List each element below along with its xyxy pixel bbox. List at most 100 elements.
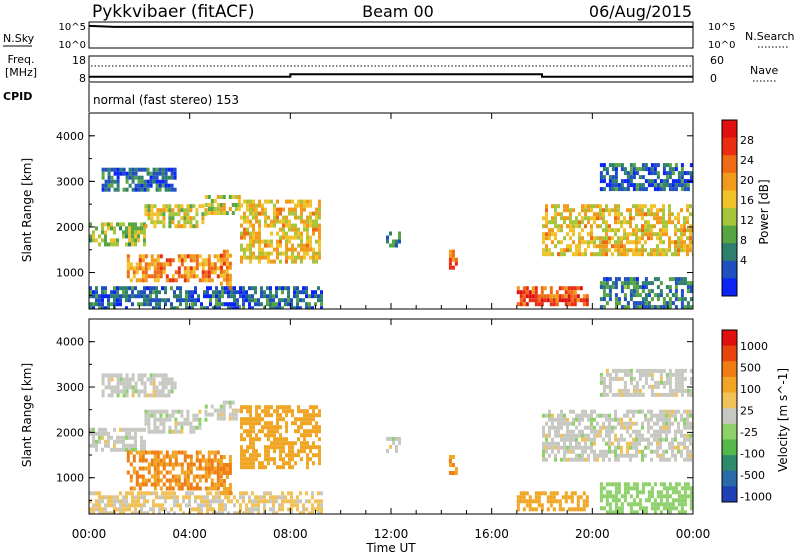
echo-cell: [161, 389, 165, 394]
echo-cell: [143, 242, 146, 247]
echo-cell: [638, 212, 641, 217]
echo-cell: [632, 175, 636, 180]
echo-cell: [92, 443, 95, 448]
echo-cell: [230, 290, 233, 295]
echo-cell: [674, 228, 677, 233]
echo-cell: [593, 429, 596, 434]
echo-cell: [125, 179, 129, 184]
echo-cell: [306, 235, 309, 240]
echo-cell: [572, 252, 575, 257]
echo-cell: [522, 499, 526, 504]
echo-cell: [119, 439, 122, 444]
echo-cell: [608, 449, 611, 454]
echo-cell: [680, 208, 683, 213]
echo-cell: [273, 207, 276, 212]
echo-cell: [222, 277, 226, 282]
echo-cell: [303, 441, 306, 446]
echo-cell: [632, 187, 636, 192]
echo-cell: [227, 511, 230, 514]
velocity-ylabel: Slant Range [km]: [20, 363, 34, 467]
echo-cell: [192, 224, 196, 229]
echo-cell: [303, 207, 306, 212]
echo-cell: [386, 436, 389, 441]
echo-cell: [315, 239, 318, 244]
echo-cell: [116, 298, 119, 303]
echo-cell: [150, 409, 154, 414]
echo-cell: [98, 495, 101, 500]
echo-cell: [227, 306, 230, 309]
echo-cell: [131, 503, 134, 508]
echo-cell: [195, 454, 199, 459]
echo-cell: [516, 499, 520, 504]
echo-cell: [575, 445, 578, 450]
echo-cell: [185, 294, 188, 299]
echo-cell: [159, 470, 163, 475]
echo-cell: [656, 187, 660, 192]
echo-cell: [218, 507, 221, 512]
echo-cell: [107, 435, 110, 440]
echo-cell: [668, 277, 672, 282]
echo-cell: [260, 495, 263, 500]
echo-cell: [674, 437, 677, 442]
echo-cell: [665, 433, 668, 438]
echo-cell: [596, 212, 599, 217]
echo-cell: [98, 431, 101, 436]
echo-cell: [131, 495, 134, 500]
echo-cell: [234, 408, 238, 413]
echo-cell: [554, 417, 557, 422]
echo-cell: [572, 449, 575, 454]
echo-cell: [617, 376, 621, 381]
echo-cell: [128, 427, 131, 432]
echo-cell: [297, 417, 300, 422]
echo-cell: [674, 417, 677, 422]
echo-cell: [155, 385, 159, 390]
echo-cell: [260, 290, 263, 295]
echo-cell: [233, 290, 236, 295]
echo-cell: [315, 259, 318, 264]
echo-cell: [188, 294, 191, 299]
echo-cell: [602, 167, 606, 172]
echo-cell: [608, 445, 611, 450]
echo-cell: [549, 294, 553, 299]
echo-cell: [650, 486, 654, 491]
echo-cell: [605, 171, 609, 176]
echo-cell: [647, 498, 651, 503]
echo-cell: [107, 294, 110, 299]
echo-cell: [620, 510, 624, 514]
echo-cell: [236, 298, 239, 303]
echo-cell: [318, 207, 321, 212]
echo-cell: [125, 443, 128, 448]
echo-cell: [150, 450, 154, 455]
echo-cell: [629, 453, 632, 458]
echo-cell: [222, 487, 226, 491]
echo-cell: [258, 211, 261, 216]
echo-cell: [659, 453, 662, 458]
echo-cell: [279, 207, 282, 212]
echo-cell: [212, 511, 215, 514]
echo-cell: [138, 458, 142, 463]
echo-cell: [152, 175, 156, 180]
echo-cell: [584, 413, 587, 418]
echo-cell: [89, 290, 92, 295]
echo-cell: [236, 306, 239, 309]
echo-cell: [614, 486, 618, 491]
echo-cell: [249, 255, 252, 260]
echo-cell: [143, 439, 146, 444]
echo-cell: [281, 495, 284, 500]
echo-cell: [653, 204, 656, 209]
echo-cell: [206, 495, 209, 500]
echo-cell: [318, 413, 321, 418]
echo-cell: [101, 435, 104, 440]
echo-cell: [152, 503, 155, 508]
echo-cell: [635, 224, 638, 229]
echo-cell: [146, 183, 150, 188]
echo-cell: [674, 372, 678, 377]
echo-cell: [282, 457, 285, 462]
echo-cell: [620, 187, 624, 192]
echo-cell: [243, 231, 246, 236]
echo-cell: [267, 461, 270, 466]
echo-cell: [134, 167, 138, 172]
echo-cell: [168, 417, 172, 422]
echo-cell: [644, 187, 648, 192]
